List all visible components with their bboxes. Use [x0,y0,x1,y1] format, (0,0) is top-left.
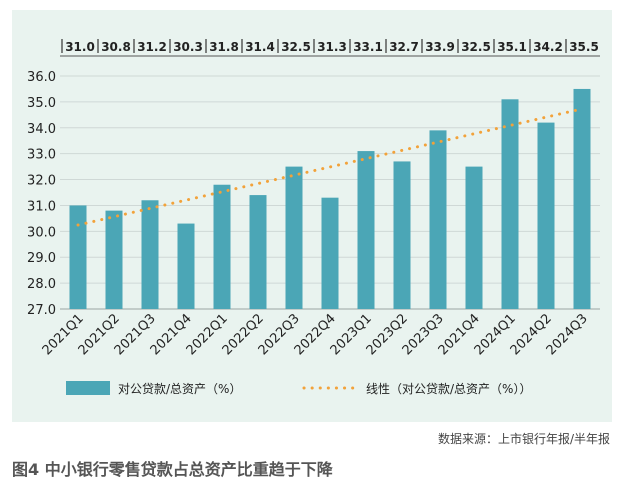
data-label: 31.0 [65,40,95,54]
legend-label-trend: 线性（对公贷款/总资产（%）） [366,382,531,396]
data-label: 35.5 [569,40,599,54]
bar-2021q1 [69,205,87,309]
y-tick-label: 28.0 [27,277,56,292]
data-label: 35.1 [497,40,527,54]
y-tick-label: 33.0 [27,148,56,163]
bar-2023q3 [429,130,447,309]
bar-2021q4 [177,223,195,309]
y-tick-label: 34.0 [27,122,56,137]
y-tick-label: 30.0 [27,225,56,240]
legend-swatch-bars [66,381,110,395]
legend-label-bars: 对公贷款/总资产（%） [118,382,241,396]
bar-2022q2 [249,195,267,309]
figure-title: 图4 中小银行零售贷款占总资产比重趋于下降 [12,460,333,479]
data-label: 30.8 [101,40,131,54]
source-note: 数据来源：上市银行年报/半年报 [437,432,610,446]
data-label: 32.5 [281,40,311,54]
data-label: 33.1 [353,40,383,54]
bar-2024q1 [501,99,519,309]
bar-2022q1 [213,184,231,309]
trendline [76,107,584,227]
y-tick-label: 31.0 [27,199,56,214]
bar-2023q1 [357,151,375,309]
y-tick-label: 36.0 [27,70,56,85]
data-label: 31.2 [137,40,167,54]
bar-2024q2 [537,122,555,309]
data-label: 32.5 [461,40,491,54]
bar-2021q2 [105,210,123,309]
bar-2022q3 [285,166,303,309]
chart-panel: 31.0 30.8 31.2 30.3 31.8 31.4 32.5 31.3 33.1 32.7… [12,10,612,422]
data-label: 31.4 [245,40,275,54]
data-label: 31.8 [209,40,239,54]
bar-2023q2 [393,161,411,309]
y-tick-label: 35.0 [27,96,56,111]
data-label: 34.2 [533,40,563,54]
y-tick-label: 29.0 [27,251,56,266]
bar-2021q4 [465,166,483,309]
bar-2022q4 [321,197,339,309]
data-label: 32.7 [389,40,419,54]
data-label: 31.3 [317,40,347,54]
bar-2021q3 [141,200,159,309]
bar-2024q3 [573,88,591,309]
y-tick-label: 32.0 [27,174,56,189]
data-label: 30.3 [173,40,203,54]
data-label: 33.9 [425,40,455,54]
y-tick-label: 27.0 [27,303,56,318]
bar-chart: 31.0 30.8 31.2 30.3 31.8 31.4 32.5 31.3 33.1 32.7… [27,39,600,396]
